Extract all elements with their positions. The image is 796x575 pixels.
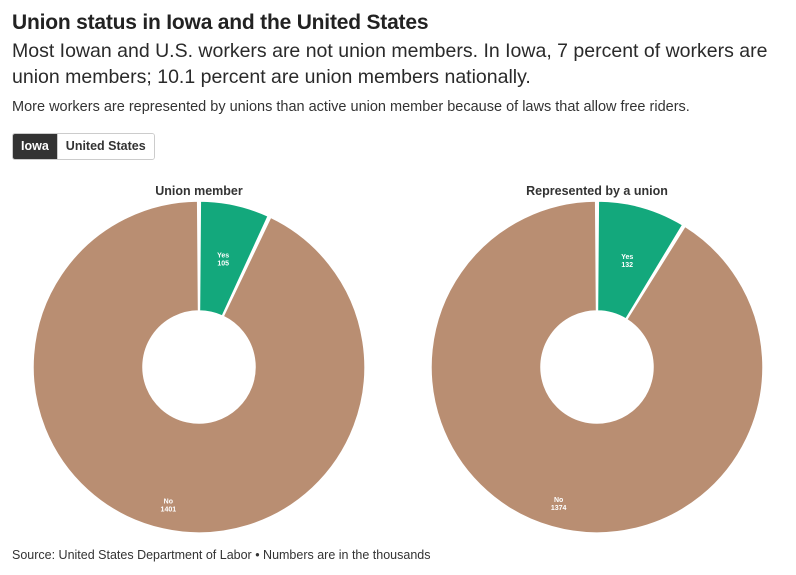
chart-note: More workers are represented by unions t… xyxy=(12,99,690,115)
slice-label: Yes xyxy=(621,254,633,261)
slice-value: 1401 xyxy=(161,507,177,514)
slice-yes[interactable] xyxy=(596,200,684,321)
donut-title: Union member xyxy=(155,184,243,198)
slice-value: 1374 xyxy=(551,505,567,512)
slice-label: No xyxy=(554,497,563,504)
tab-united-states[interactable]: United States xyxy=(56,134,154,159)
slice-label: Yes xyxy=(217,252,229,259)
donut-title: Represented by a union xyxy=(526,184,668,198)
tab-iowa[interactable]: Iowa xyxy=(13,134,57,159)
region-toggle: Iowa United States xyxy=(12,133,155,160)
slice-label: No xyxy=(164,499,173,506)
slice-no[interactable] xyxy=(430,200,764,534)
slice-value: 132 xyxy=(621,262,633,269)
chart-subtitle: Most Iowan and U.S. workers are not unio… xyxy=(12,40,768,88)
slice-yes[interactable] xyxy=(198,200,270,318)
source-note: Source: United States Department of Labo… xyxy=(12,548,431,562)
slice-no[interactable] xyxy=(32,200,366,534)
slice-value: 105 xyxy=(217,260,229,267)
chart-title: Union status in Iowa and the United Stat… xyxy=(12,11,429,34)
